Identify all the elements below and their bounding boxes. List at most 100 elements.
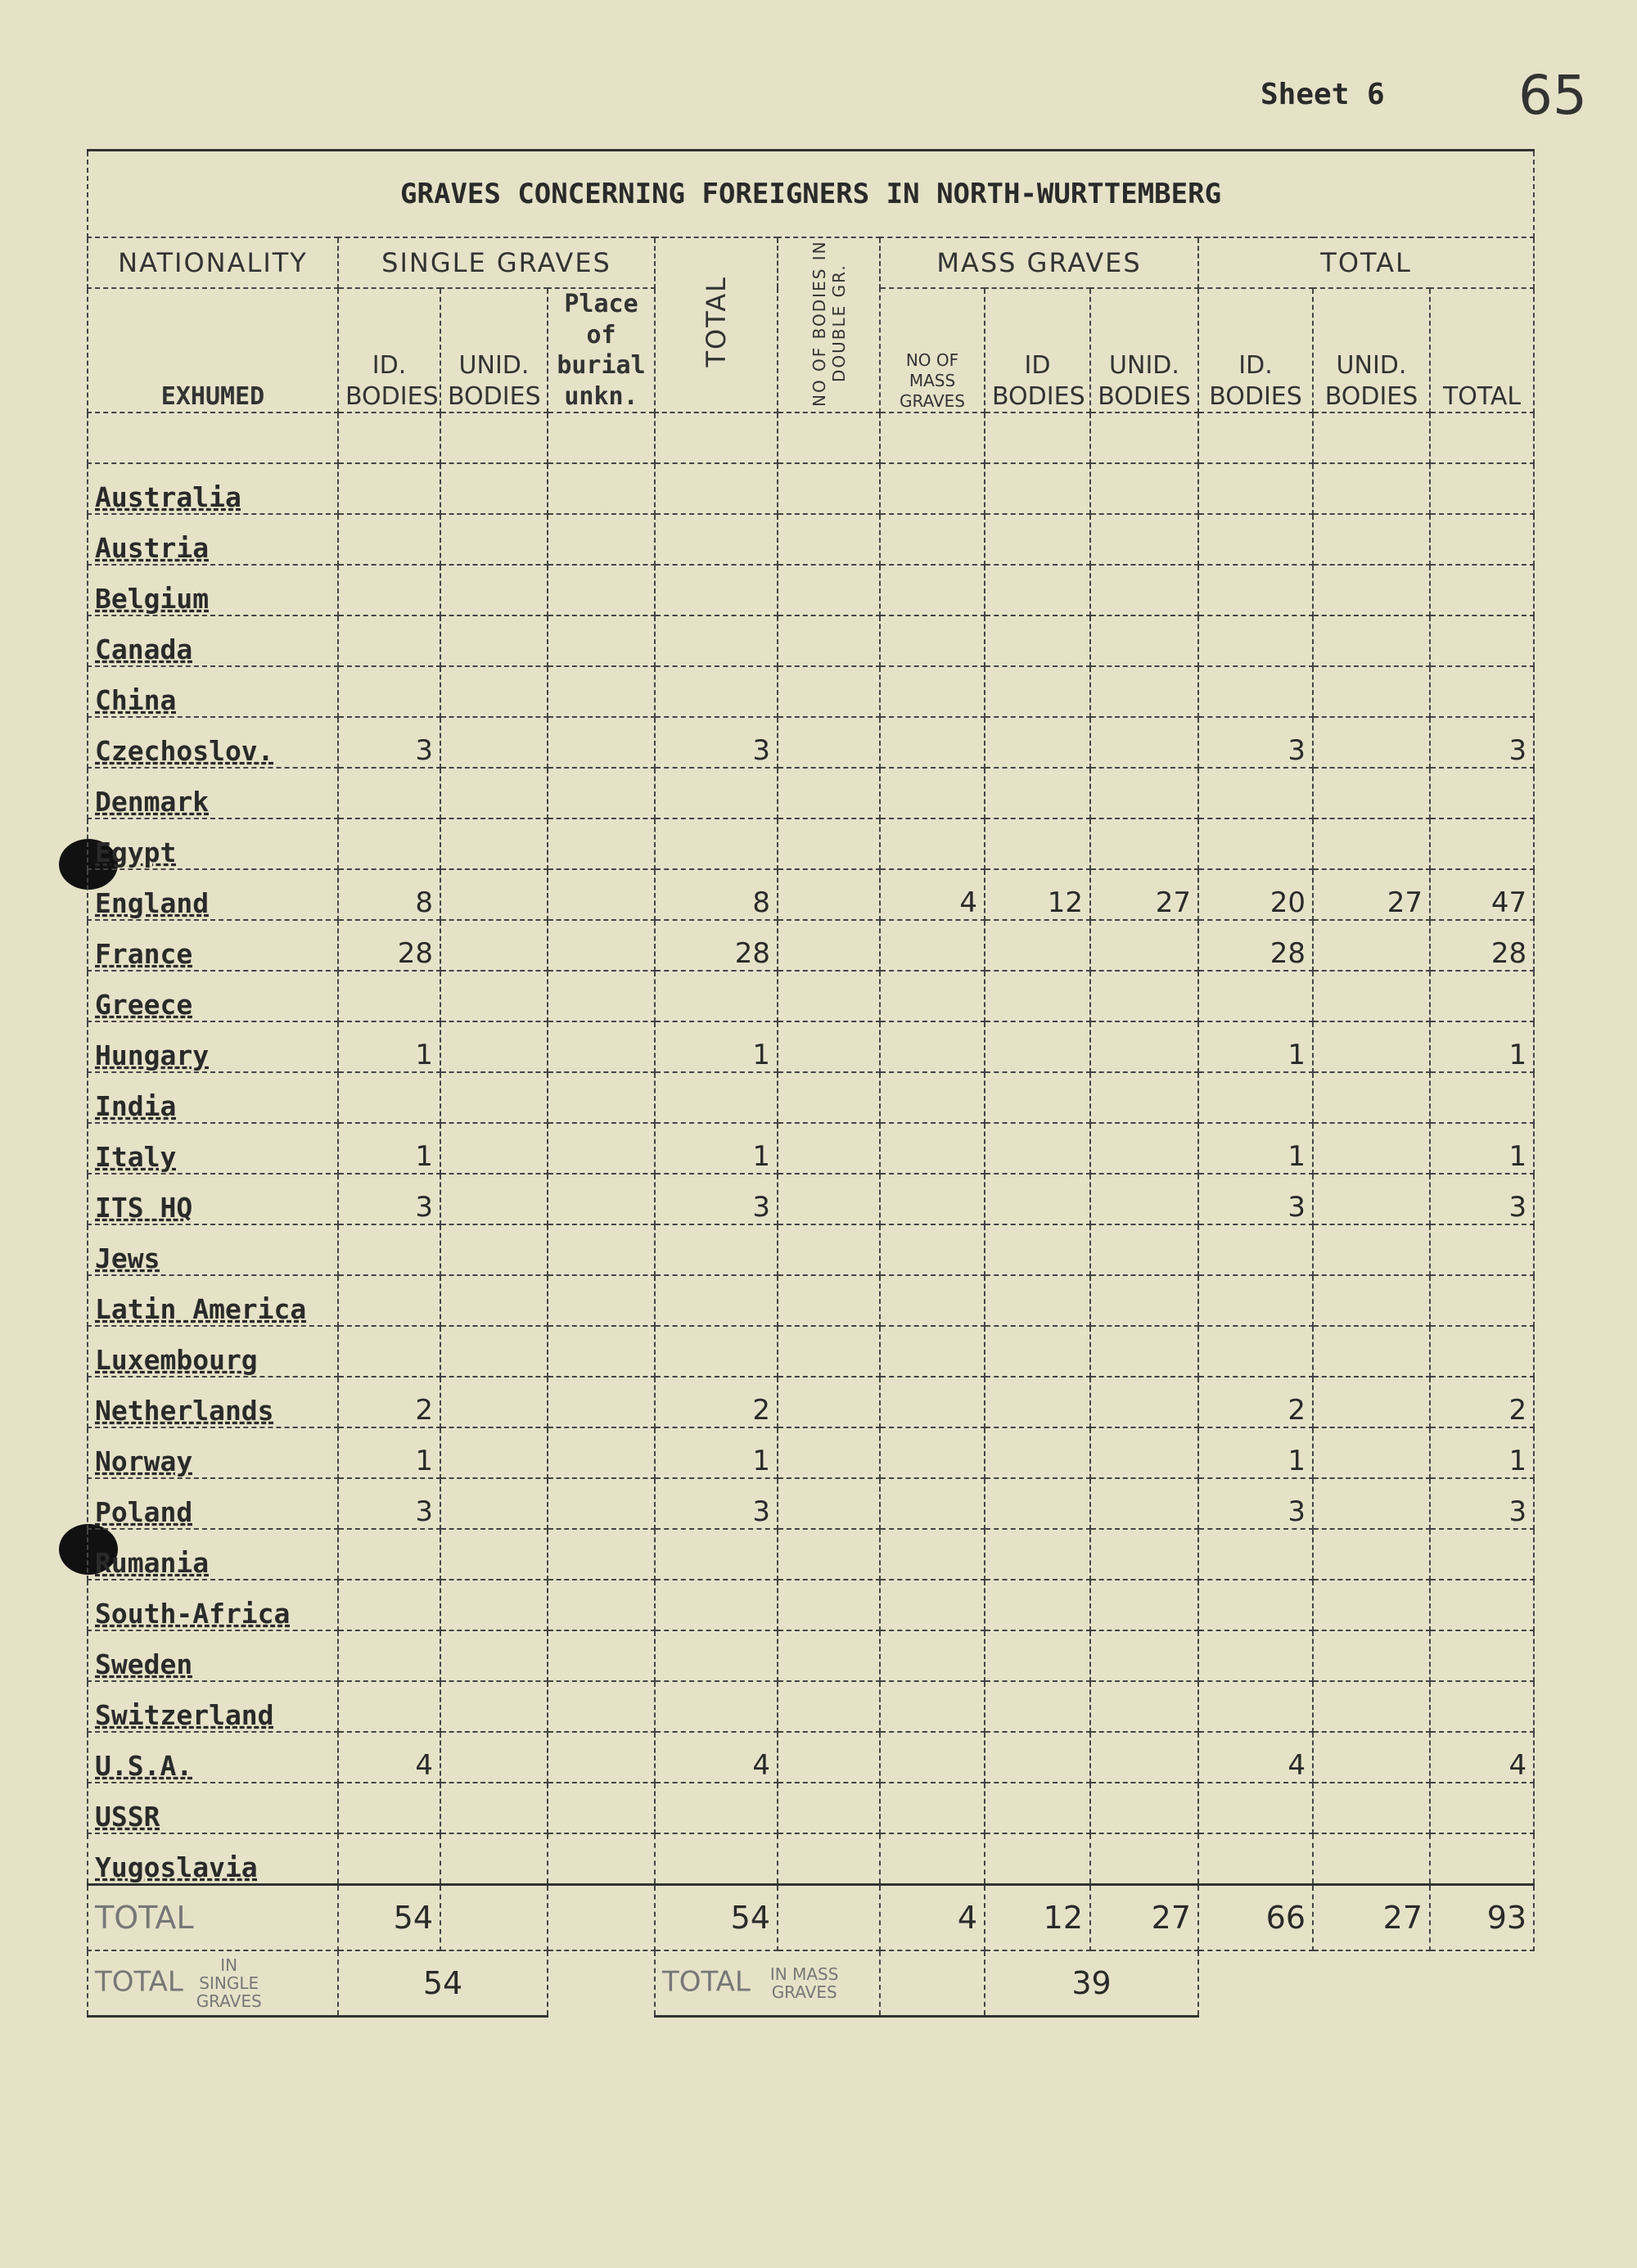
cell [654, 615, 778, 667]
cell [777, 767, 881, 819]
cell [1428, 564, 1536, 616]
cell [1428, 615, 1536, 667]
cell [777, 1782, 881, 1834]
cell [337, 1630, 441, 1682]
cell [1089, 1071, 1199, 1124]
cell [984, 665, 1091, 718]
table-row: England 8 8 4 12 27 20 27 47 [87, 868, 1536, 921]
cell [984, 970, 1091, 1022]
cell [879, 716, 985, 769]
cell: 4 [879, 868, 985, 921]
table-row: Canada [87, 615, 1536, 667]
cell [984, 1528, 1091, 1580]
country-name: Italy [87, 1122, 339, 1175]
cell: 2 [1197, 1376, 1314, 1428]
cell [654, 1224, 778, 1276]
header-bodies-double: NO OF BODIES IN DOUBLE GR. [777, 237, 881, 413]
cell [337, 767, 441, 819]
table-row: Switzerland [87, 1680, 1536, 1733]
cell [1197, 1224, 1314, 1276]
cell [984, 1122, 1091, 1175]
cell [440, 1630, 548, 1682]
single-total-text: TOTAL [95, 1965, 183, 1999]
country-name: ITS HQ [87, 1173, 339, 1225]
single-total-sub: IN SINGLE GRAVES [196, 1955, 262, 2011]
cell [547, 665, 656, 718]
cell [440, 1477, 548, 1530]
cell: 28 [654, 919, 778, 972]
cell [1197, 818, 1314, 870]
cell [337, 513, 441, 566]
cell [337, 1782, 441, 1834]
header-total-group: TOTAL [1197, 237, 1536, 289]
cell [879, 462, 985, 515]
cell [1312, 970, 1431, 1022]
cell [777, 1021, 881, 1073]
cell [777, 868, 881, 921]
cell [1089, 1122, 1199, 1175]
cell: 2 [337, 1376, 441, 1428]
cell: 3 [1428, 1477, 1536, 1530]
cell [1428, 767, 1536, 819]
cell [984, 1833, 1091, 1886]
cell [1089, 1274, 1199, 1327]
cell [547, 970, 656, 1022]
cell: 2 [1428, 1376, 1536, 1428]
country-name: Sweden [87, 1630, 339, 1682]
cell [777, 716, 881, 769]
cell [1197, 615, 1314, 667]
cell: 3 [1197, 1477, 1314, 1530]
cell [654, 513, 778, 566]
cell [1197, 1528, 1314, 1580]
cell [777, 1833, 881, 1886]
cell [879, 1021, 985, 1073]
cell [440, 564, 548, 616]
page-number: 65 [1518, 64, 1587, 127]
cell [440, 818, 548, 870]
cell [879, 1630, 985, 1682]
cell [547, 1427, 656, 1479]
cell [1089, 1224, 1199, 1276]
header-place-unknown: Place of burial unkn. [547, 287, 656, 413]
cell [547, 1477, 656, 1530]
table-row: Latin America [87, 1274, 1536, 1327]
cell [337, 1325, 441, 1377]
cell [1312, 1021, 1431, 1073]
cell [879, 818, 985, 870]
cell [777, 513, 881, 566]
cell [777, 1224, 881, 1276]
cell [547, 615, 656, 667]
cell [1428, 462, 1536, 515]
cell [654, 970, 778, 1022]
cell [440, 1325, 548, 1377]
table-row: USSR [87, 1782, 1536, 1834]
cell [654, 1833, 778, 1886]
cell [1312, 1579, 1431, 1631]
cell [1197, 970, 1314, 1022]
cell [337, 1833, 441, 1886]
cell: 27 [1312, 1883, 1431, 1951]
table-row: Poland 3 3 3 3 [87, 1477, 1536, 1530]
cell [1089, 665, 1199, 718]
cell [440, 462, 548, 515]
cell [547, 919, 656, 972]
cell [777, 1427, 881, 1479]
cell [1197, 1071, 1314, 1124]
cell [547, 1122, 656, 1175]
cell [777, 665, 881, 718]
cell [984, 1680, 1091, 1733]
cell: 1 [1197, 1427, 1314, 1479]
table-row: Greece [87, 970, 1536, 1022]
cell [1428, 1579, 1536, 1631]
cell [777, 1376, 881, 1428]
cell [1428, 1782, 1536, 1834]
cell [547, 513, 656, 566]
cell [547, 1071, 656, 1124]
single-total-value: 54 [337, 1950, 548, 2018]
country-name: Norway [87, 1427, 339, 1479]
cell [1312, 665, 1431, 718]
cell [654, 564, 778, 616]
cell [1089, 1731, 1199, 1783]
cell [440, 1883, 548, 1951]
table-row: Sweden [87, 1630, 1536, 1682]
